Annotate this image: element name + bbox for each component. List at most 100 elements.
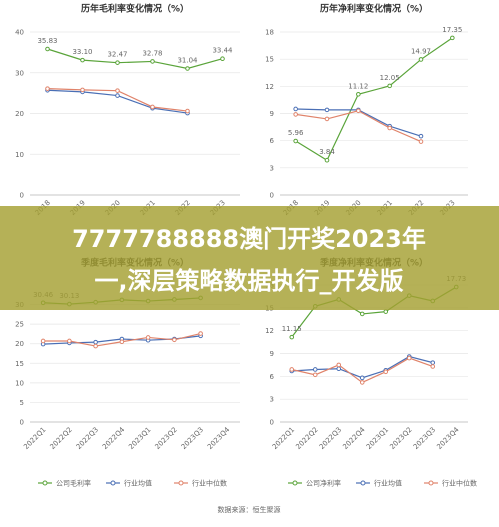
data-point — [185, 108, 190, 114]
data-point — [150, 59, 155, 64]
data-point — [293, 138, 298, 144]
data-label: 14.97 — [411, 47, 431, 55]
data-point — [93, 339, 98, 345]
data-point — [293, 112, 298, 117]
banner — [0, 206, 499, 310]
data-point — [336, 362, 342, 368]
banner-text: 7777788888澳门开奖2023年 — [72, 225, 426, 253]
data-point — [45, 86, 50, 91]
data-label: 17.35 — [442, 26, 462, 34]
source: 数据来源：恒生聚源 — [218, 505, 281, 514]
data-point — [324, 107, 330, 113]
y-tick-label: 15 — [265, 56, 274, 64]
data-point — [387, 83, 392, 89]
banner-text: 一,深层策略数据执行_开发版 — [94, 267, 403, 295]
y-tick-label: 0 — [270, 192, 274, 200]
legend-marker — [292, 480, 298, 486]
data-point — [185, 66, 190, 71]
data-point — [289, 367, 295, 372]
data-point — [289, 334, 295, 340]
y-tick-label: 3 — [270, 164, 274, 172]
legend-marker — [428, 480, 434, 486]
y-tick-label: 12 — [265, 327, 274, 335]
y-tick-label: 20 — [15, 340, 24, 348]
data-point — [324, 116, 330, 122]
chart-title: 历年毛利率变化情况（%） — [81, 3, 189, 15]
series-line — [295, 37, 453, 162]
data-point — [359, 375, 365, 381]
y-tick-label: 0 — [20, 419, 24, 427]
legend-label: 行业均值 — [124, 479, 152, 488]
data-label: 12.05 — [380, 74, 400, 82]
data-point — [312, 372, 318, 378]
y-tick-label: 0 — [270, 419, 274, 427]
legend-label: 公司净利率 — [306, 479, 341, 488]
y-tick-label: 5 — [20, 399, 24, 407]
data-point — [40, 338, 46, 344]
legend-label: 公司毛利率 — [56, 479, 91, 488]
data-label: 35.83 — [37, 37, 57, 45]
data-label: 32.47 — [107, 51, 127, 59]
data-label: 11.12 — [348, 82, 368, 90]
y-tick-label: 9 — [270, 350, 274, 358]
data-point — [312, 367, 318, 372]
y-tick-label: 30 — [15, 69, 24, 77]
data-point — [336, 366, 342, 372]
data-point — [383, 369, 389, 375]
y-tick-label: 18 — [265, 29, 274, 37]
y-tick-label: 10 — [15, 151, 24, 159]
data-point — [198, 331, 203, 336]
data-point — [383, 309, 389, 314]
data-point — [450, 35, 455, 41]
data-point — [387, 125, 392, 131]
data-point — [145, 335, 151, 340]
y-tick-label: 40 — [15, 29, 24, 37]
data-point — [67, 338, 72, 344]
chart-title: 历年净利率变化情况（%） — [320, 3, 428, 15]
data-point — [220, 56, 225, 62]
series-line — [47, 48, 223, 70]
data-point — [418, 133, 424, 139]
data-label: 5.96 — [288, 129, 304, 137]
y-tick-label: 15 — [15, 360, 24, 368]
y-tick-label: 12 — [265, 83, 274, 91]
data-label: 3.84 — [319, 148, 335, 156]
legend-marker — [178, 480, 184, 486]
legend-marker — [360, 480, 366, 486]
legend-label: 行业中位数 — [442, 479, 477, 488]
legend-label: 行业中位数 — [192, 479, 227, 488]
data-point — [430, 360, 436, 365]
data-point — [150, 104, 155, 110]
data-point — [359, 311, 365, 317]
data-point — [93, 343, 98, 349]
data-point — [80, 57, 85, 63]
data-point — [115, 88, 120, 93]
data-point — [430, 364, 436, 369]
y-tick-label: 0 — [20, 192, 24, 200]
legend-marker — [42, 480, 48, 486]
data-label: 33.44 — [212, 47, 233, 55]
legend-label: 行业均值 — [374, 479, 402, 488]
data-label: 32.78 — [142, 49, 162, 57]
data-point — [115, 60, 120, 65]
data-label: 33.10 — [72, 48, 92, 56]
data-point — [406, 355, 412, 361]
data-point — [418, 139, 424, 144]
data-point — [418, 57, 424, 62]
y-tick-label: 25 — [15, 321, 24, 329]
y-tick-label: 20 — [15, 110, 24, 118]
data-label: 11.15 — [282, 325, 302, 333]
data-point — [119, 339, 125, 345]
legend-marker — [110, 480, 116, 486]
data-point — [324, 157, 330, 163]
data-point — [115, 93, 120, 98]
y-tick-label: 6 — [270, 373, 275, 381]
data-label: 31.04 — [177, 57, 198, 65]
data-point — [172, 337, 177, 343]
data-point — [356, 92, 361, 97]
y-tick-label: 10 — [15, 379, 24, 387]
y-tick-label: 3 — [270, 396, 274, 404]
data-point — [293, 106, 298, 112]
